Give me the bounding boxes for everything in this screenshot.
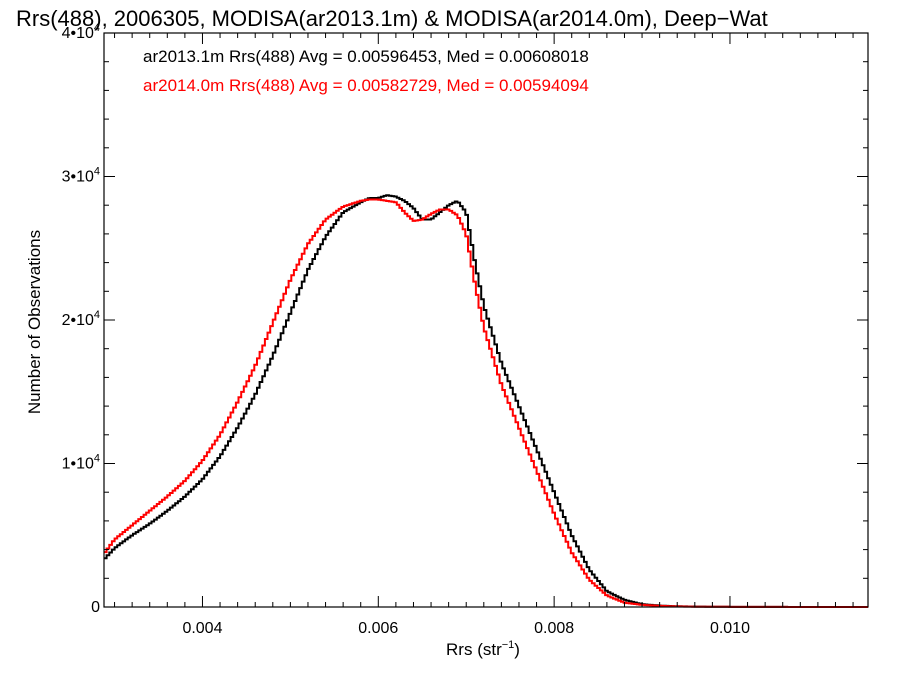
legend: ar2013.1m Rrs(488) Avg = 0.00596453, Med…: [143, 47, 589, 95]
chart-title: Rrs(488), 2006305, MODISA(ar2013.1m) & M…: [16, 6, 768, 31]
y-tick-label: 4•104: [62, 22, 100, 42]
y-tick-label: 0: [91, 599, 100, 616]
x-tick-label: 0.010: [710, 620, 750, 637]
x-tick-labels: 0.004 0.006 0.008 0.010: [182, 620, 750, 637]
y-axis-title: Number of Observations: [25, 230, 44, 414]
y-tick-label: 2•104: [62, 309, 100, 329]
legend-entry-ar2013: ar2013.1m Rrs(488) Avg = 0.00596453, Med…: [143, 47, 589, 66]
plot-lines: [104, 194, 868, 608]
x-tick-label: 0.008: [534, 620, 574, 637]
series-line-ar2013: [104, 194, 868, 608]
series-line-ar2014: [104, 198, 868, 608]
axes: [103, 32, 869, 608]
x-axis-title-superscript: −1: [502, 639, 515, 651]
y-tick-label: 1•104: [62, 453, 100, 473]
legend-entry-ar2014: ar2014.0m Rrs(488) Avg = 0.00582729, Med…: [143, 76, 589, 95]
x-axis-title-close: ): [514, 640, 520, 659]
x-tick-label: 0.006: [358, 620, 398, 637]
y-tick-labels: 0 1•104 2•104 3•104 4•104: [62, 22, 101, 616]
plot-frame: [103, 32, 869, 608]
y-tick-label: 3•104: [62, 166, 100, 186]
x-tick-label: 0.004: [182, 620, 222, 637]
x-axis-title: Rrs (str−1): [446, 639, 520, 659]
x-axis-title-text: Rrs (str: [446, 640, 502, 659]
